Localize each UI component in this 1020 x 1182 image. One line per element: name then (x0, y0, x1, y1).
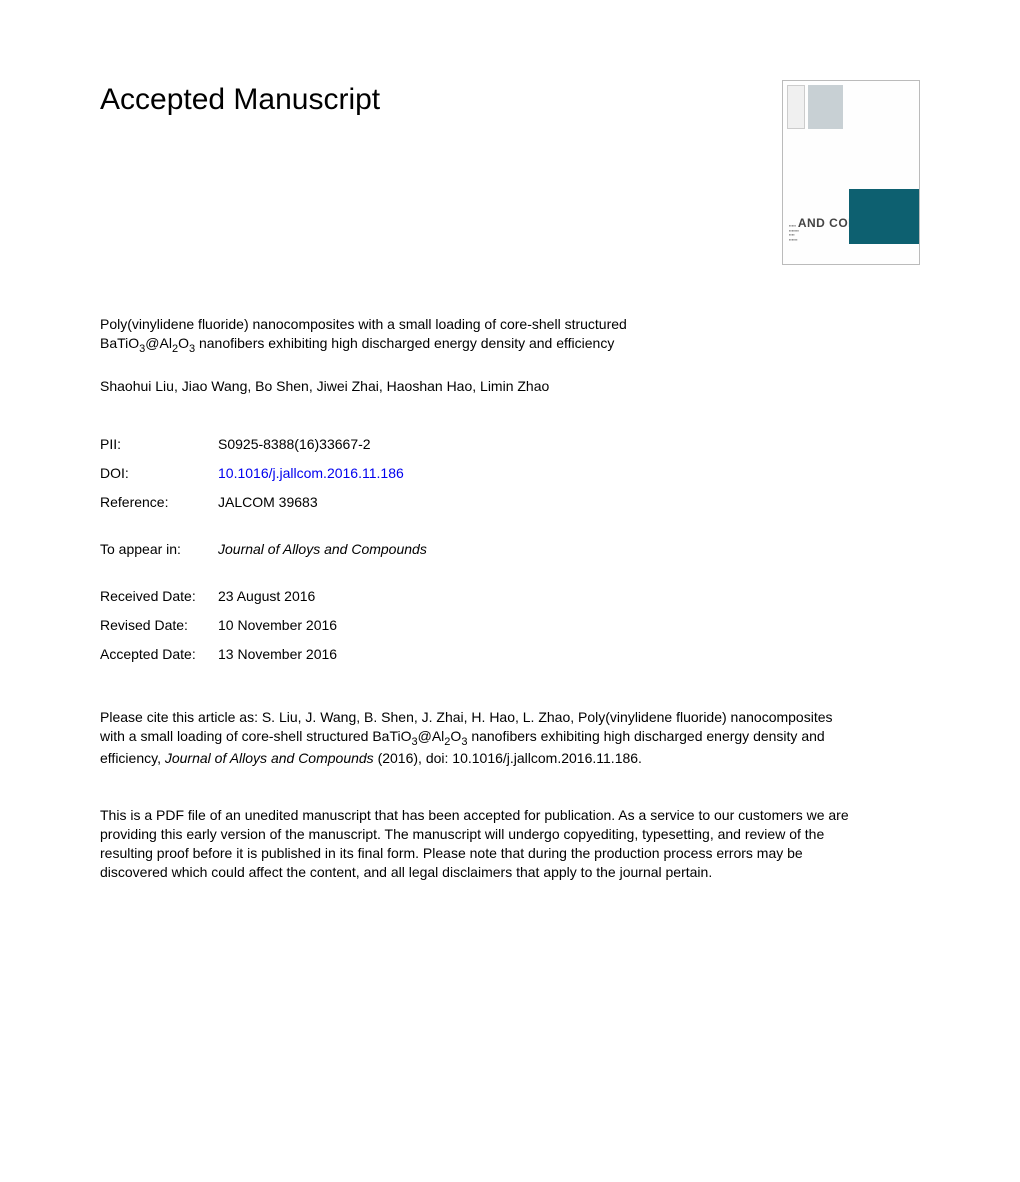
author-list: Shaohui Liu, Jiao Wang, Bo Shen, Jiwei Z… (100, 377, 920, 396)
accepted-row: Accepted Date: 13 November 2016 (100, 645, 920, 664)
doi-label: DOI: (100, 464, 218, 483)
page-heading: Accepted Manuscript (100, 80, 380, 121)
cover-accent-block (849, 189, 919, 244)
reference-row: Reference: JALCOM 39683 (100, 493, 920, 512)
cover-top-band (783, 81, 919, 133)
title-mid2: O (178, 335, 189, 351)
appear-value: Journal of Alloys and Compounds (218, 540, 427, 559)
accepted-value: 13 November 2016 (218, 645, 337, 664)
doi-row: DOI: 10.1016/j.jallcom.2016.11.186 (100, 464, 920, 483)
reference-value: JALCOM 39683 (218, 493, 318, 512)
reference-label: Reference: (100, 493, 218, 512)
received-value: 23 August 2016 (218, 587, 315, 606)
doi-link[interactable]: 10.1016/j.jallcom.2016.11.186 (218, 464, 404, 483)
article-title: Poly(vinylidene fluoride) nanocomposites… (100, 315, 720, 357)
revised-label: Revised Date: (100, 616, 218, 635)
metadata-table: PII: S0925-8388(16)33667-2 DOI: 10.1016/… (100, 435, 920, 512)
citation-journal: Journal of Alloys and Compounds (165, 750, 374, 766)
cover-fineprint: ▪▪▪▪▪▪▪▪▪▪▪▪▪▪▪▪▪▪▪▪▪▪ (789, 224, 844, 242)
header-row: Accepted Manuscript Journal of ALLOYS AN… (100, 80, 920, 265)
citation-m2: O (450, 728, 461, 744)
revised-row: Revised Date: 10 November 2016 (100, 616, 920, 635)
cover-grey-band (808, 85, 843, 129)
title-mid1: @Al (145, 335, 172, 351)
received-label: Received Date: (100, 587, 218, 606)
dates-table: Received Date: 23 August 2016 Revised Da… (100, 587, 920, 664)
pii-label: PII: (100, 435, 218, 454)
disclaimer-text: This is a PDF file of an unedited manusc… (100, 806, 860, 882)
citation-m1: @Al (418, 728, 445, 744)
accepted-label: Accepted Date: (100, 645, 218, 664)
title-text-post: nanofibers exhibiting high discharged en… (195, 335, 614, 351)
journal-cover-thumbnail: Journal of ALLOYS AND COMPOUNDS ▪▪▪▪▪▪▪▪… (782, 80, 920, 265)
appear-in-row: To appear in: Journal of Alloys and Comp… (100, 540, 920, 559)
citation-block: Please cite this article as: S. Liu, J. … (100, 708, 860, 768)
revised-value: 10 November 2016 (218, 616, 337, 635)
cover-publisher-box (787, 85, 805, 129)
pii-value: S0925-8388(16)33667-2 (218, 435, 371, 454)
citation-post: (2016), doi: 10.1016/j.jallcom.2016.11.1… (374, 750, 642, 766)
pii-row: PII: S0925-8388(16)33667-2 (100, 435, 920, 454)
received-row: Received Date: 23 August 2016 (100, 587, 920, 606)
appear-label: To appear in: (100, 540, 218, 559)
